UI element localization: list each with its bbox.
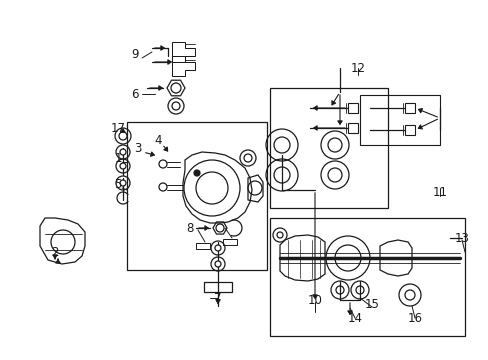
Text: 6: 6 — [131, 87, 139, 100]
Text: 14: 14 — [347, 311, 362, 324]
Text: 9: 9 — [131, 49, 139, 62]
Bar — [203, 282, 231, 292]
Circle shape — [215, 261, 221, 267]
Circle shape — [355, 286, 363, 294]
Text: 7: 7 — [214, 292, 221, 305]
Circle shape — [273, 167, 289, 183]
Circle shape — [273, 137, 289, 153]
Text: 16: 16 — [407, 311, 422, 324]
Circle shape — [327, 168, 341, 182]
Text: 12: 12 — [350, 62, 365, 75]
Circle shape — [120, 180, 126, 186]
Bar — [347, 123, 357, 133]
Text: 13: 13 — [454, 231, 468, 244]
Circle shape — [120, 149, 126, 155]
Bar — [347, 103, 357, 113]
Bar — [269, 88, 387, 208]
Text: 17: 17 — [110, 122, 125, 135]
Text: 2: 2 — [51, 246, 59, 258]
Text: 15: 15 — [364, 298, 379, 311]
Circle shape — [172, 102, 180, 110]
Text: 4: 4 — [154, 134, 162, 147]
Text: 11: 11 — [431, 185, 447, 198]
Bar — [196, 243, 209, 249]
Text: 1: 1 — [114, 152, 122, 165]
Circle shape — [335, 286, 343, 294]
Bar — [359, 95, 439, 145]
Text: 8: 8 — [186, 221, 193, 234]
Circle shape — [120, 163, 126, 169]
Bar — [404, 103, 414, 113]
Bar — [404, 125, 414, 135]
Bar — [223, 239, 237, 245]
Circle shape — [194, 170, 200, 176]
Text: 3: 3 — [134, 141, 142, 154]
Text: 10: 10 — [307, 293, 322, 306]
Text: 5: 5 — [114, 179, 122, 192]
Circle shape — [119, 132, 127, 140]
Circle shape — [404, 290, 414, 300]
Bar — [269, 218, 464, 336]
Circle shape — [327, 138, 341, 152]
Circle shape — [215, 245, 221, 251]
Bar — [127, 122, 266, 270]
